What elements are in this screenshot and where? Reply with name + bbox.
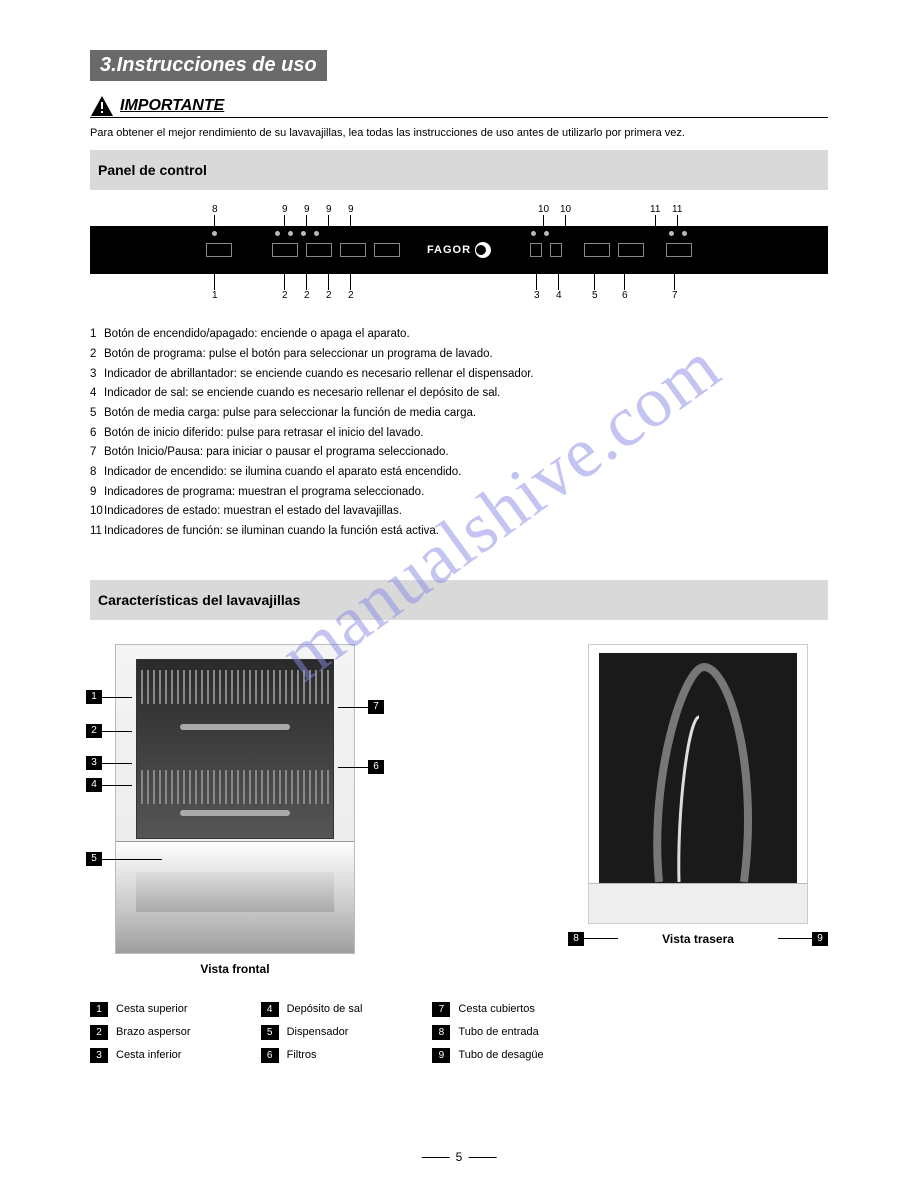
callout-bottom: 2 — [326, 274, 332, 301]
feature-tag: 4 — [86, 778, 102, 792]
key-item: 3Cesta inferior — [90, 1048, 191, 1063]
option-button-graphic — [584, 243, 610, 257]
callout-bottom: 2 — [282, 274, 288, 301]
desc-row: 10Indicadores de estado: muestran el est… — [90, 503, 828, 520]
feature-tag: 7 — [368, 700, 384, 714]
key-item: 2Brazo aspersor — [90, 1025, 191, 1040]
start-button-graphic — [666, 243, 692, 257]
program-button-graphic — [306, 243, 332, 257]
features-key: 1Cesta superior 2Brazo aspersor 3Cesta i… — [90, 1002, 828, 1071]
front-caption: Vista frontal — [90, 962, 380, 976]
feature-tag: 8 — [568, 932, 584, 946]
desc-row: 8Indicador de encendido: se ilumina cuan… — [90, 464, 828, 481]
back-view-figure: 8 9 Vista trasera — [568, 644, 828, 976]
key-item: 6Filtros — [261, 1048, 363, 1063]
warning-icon — [90, 95, 114, 117]
key-item: 5Dispensador — [261, 1025, 363, 1040]
callout-bottom: 5 — [592, 274, 598, 301]
desc-row: 4Indicador de sal: se enciende cuando es… — [90, 385, 828, 402]
key-item: 8Tubo de entrada — [432, 1025, 543, 1040]
desc-row: 9Indicadores de programa: muestran el pr… — [90, 484, 828, 501]
control-panel-strip: FAGOR — [90, 226, 828, 274]
indicator-graphic — [550, 243, 562, 257]
program-button-graphic — [272, 243, 298, 257]
key-item: 7Cesta cubiertos — [432, 1002, 543, 1017]
panel-descriptions: 1Botón de encendido/apagado: enciende o … — [90, 326, 828, 539]
desc-row: 3Indicador de abrillantador: se enciende… — [90, 366, 828, 383]
panel-section-bar: Panel de control — [90, 150, 828, 190]
feature-tag: 9 — [812, 932, 828, 946]
callout-bottom: 6 — [622, 274, 628, 301]
key-item: 4Depósito de sal — [261, 1002, 363, 1017]
feature-tag: 5 — [86, 852, 102, 866]
front-view-figure: 1 2 3 4 5 7 6 Vista frontal — [90, 644, 380, 976]
program-button-graphic — [374, 243, 400, 257]
option-button-graphic — [618, 243, 644, 257]
callout-bottom: 2 — [348, 274, 354, 301]
page-number: 5 — [422, 1150, 497, 1164]
callout-bottom: 3 — [534, 274, 540, 301]
callout-bottom: 2 — [304, 274, 310, 301]
dishwasher-front-graphic — [115, 644, 355, 954]
feature-tag: 2 — [86, 724, 102, 738]
feature-tag: 1 — [86, 690, 102, 704]
brand-logo-icon — [475, 242, 491, 258]
desc-row: 11Indicadores de función: se iluminan cu… — [90, 523, 828, 540]
brand-logo: FAGOR — [427, 242, 491, 258]
control-panel-figure: 8 9 9 9 9 10 10 11 11 — [90, 204, 828, 296]
key-item: 1Cesta superior — [90, 1002, 191, 1017]
callout-bottom: 1 — [212, 274, 218, 301]
features-figures: 1 2 3 4 5 7 6 Vista frontal — [90, 644, 828, 976]
brand-logo-text: FAGOR — [427, 244, 471, 256]
program-button-graphic — [340, 243, 366, 257]
feature-tag: 3 — [86, 756, 102, 770]
features-section-bar: Características del lavavajillas — [90, 580, 828, 620]
callout-bottom: 7 — [672, 274, 678, 301]
indicator-graphic — [530, 243, 542, 257]
important-label: IMPORTANTE — [120, 97, 224, 115]
desc-row: 1Botón de encendido/apagado: enciende o … — [90, 326, 828, 343]
section-title: 3.Instrucciones de uso — [90, 50, 327, 81]
power-button-graphic — [206, 243, 232, 257]
key-item: 9Tubo de desagüe — [432, 1048, 543, 1063]
back-caption: Vista trasera — [568, 932, 828, 946]
desc-row: 5Botón de media carga: pulse para selecc… — [90, 405, 828, 422]
callout-bottom: 4 — [556, 274, 562, 301]
hose-icon — [629, 657, 769, 887]
desc-row: 6Botón de inicio diferido: pulse para re… — [90, 425, 828, 442]
manual-page: 3.Instrucciones de uso IMPORTANTE Para o… — [0, 0, 918, 1188]
important-heading-row: IMPORTANTE — [90, 95, 828, 118]
desc-row: 2Botón de programa: pulse el botón para … — [90, 346, 828, 363]
feature-tag: 6 — [368, 760, 384, 774]
desc-row: 7Botón Inicio/Pausa: para iniciar o paus… — [90, 444, 828, 461]
important-text: Para obtener el mejor rendimiento de su … — [90, 126, 828, 140]
dishwasher-back-graphic — [588, 644, 808, 924]
